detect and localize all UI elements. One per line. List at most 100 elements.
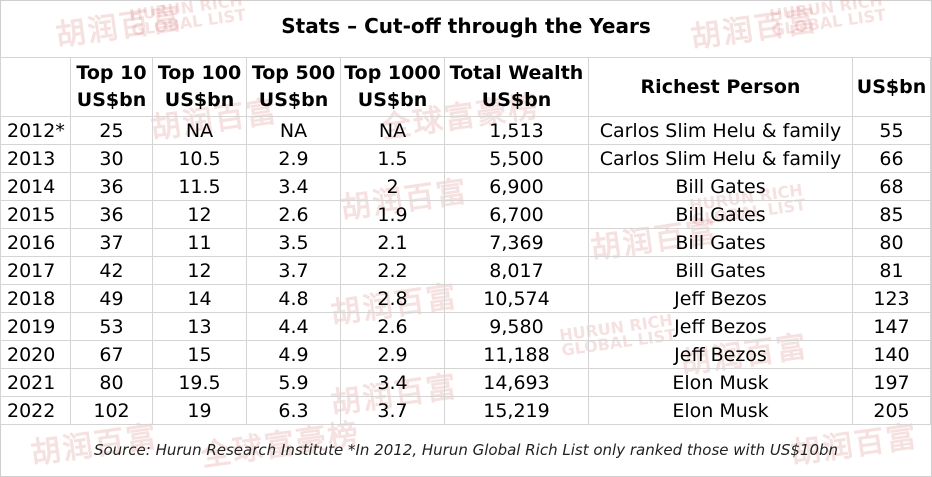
- top1000-cell: 2.9: [340, 340, 445, 369]
- total-wealth-cell: 15,219: [444, 396, 589, 425]
- top100-cell: 12: [152, 256, 247, 285]
- richest-wealth-cell: 85: [852, 200, 931, 229]
- year-cell: 2016: [0, 228, 71, 257]
- richest-person-cell: Bill Gates: [588, 228, 853, 257]
- year-cell: 2018: [0, 284, 71, 313]
- top1000-header: Top 1000 US$bn: [340, 57, 445, 117]
- table-row: 2020 67 15 4.9 2.9 11,188 Jeff Bezos 140: [0, 340, 931, 369]
- richest-wealth-cell: 197: [852, 368, 931, 397]
- top1000-cell: 3.7: [340, 396, 445, 425]
- table-row: 2019 53 13 4.4 2.6 9,580 Jeff Bezos 147: [0, 312, 931, 341]
- top100-header: Top 100 US$bn: [152, 57, 247, 117]
- total-wealth-cell: 7,369: [444, 228, 589, 257]
- richest-person-cell: Bill Gates: [588, 200, 853, 229]
- top10-cell: 53: [70, 312, 153, 341]
- table-row: 2021 80 19.5 5.9 3.4 14,693 Elon Musk 197: [0, 368, 931, 397]
- top100-cell: 13: [152, 312, 247, 341]
- top1000-cell: 2.6: [340, 312, 445, 341]
- richest-person-cell: Elon Musk: [588, 396, 853, 425]
- top500-cell: 4.9: [246, 340, 341, 369]
- top1000-cell: NA: [340, 116, 445, 145]
- stats-table: Top 10 US$bn Top 100 US$bn Top 500 US$bn To…: [0, 57, 931, 425]
- top10-cell: 36: [70, 172, 153, 201]
- year-cell: 2015: [0, 200, 71, 229]
- top100-cell: 14: [152, 284, 247, 313]
- top10-header: Top 10 US$bn: [70, 57, 153, 117]
- top1000-cell: 3.4: [340, 368, 445, 397]
- total-wealth-cell: 11,188: [444, 340, 589, 369]
- year-cell: 2020: [0, 340, 71, 369]
- top100-cell: 11.5: [152, 172, 247, 201]
- total-wealth-cell: 10,574: [444, 284, 589, 313]
- top10-cell: 36: [70, 200, 153, 229]
- table-row: 2015 36 12 2.6 1.9 6,700 Bill Gates 85: [0, 200, 931, 229]
- top100-cell: 15: [152, 340, 247, 369]
- richest-person-cell: Carlos Slim Helu & family: [588, 116, 853, 145]
- richest-wealth-header: US$bn: [852, 57, 931, 117]
- top10-cell: 30: [70, 144, 153, 173]
- top10-cell: 49: [70, 284, 153, 313]
- top1000-cell: 1.5: [340, 144, 445, 173]
- top500-header: Top 500 US$bn: [246, 57, 341, 117]
- total-wealth-cell: 5,500: [444, 144, 589, 173]
- year-cell: 2013: [0, 144, 71, 173]
- top1000-cell: 1.9: [340, 200, 445, 229]
- richest-person-cell: Jeff Bezos: [588, 312, 853, 341]
- table-row: 2014 36 11.5 3.4 2 6,900 Bill Gates 68: [0, 172, 931, 201]
- total-wealth-cell: 6,700: [444, 200, 589, 229]
- year-cell: 2022: [0, 396, 71, 425]
- richest-wealth-cell: 147: [852, 312, 931, 341]
- top100-cell: 10.5: [152, 144, 247, 173]
- richest-person-cell: Jeff Bezos: [588, 340, 853, 369]
- top500-cell: 3.4: [246, 172, 341, 201]
- top100-cell: NA: [152, 116, 247, 145]
- richest-wealth-cell: 66: [852, 144, 931, 173]
- top1000-cell: 2.2: [340, 256, 445, 285]
- top500-cell: NA: [246, 116, 341, 145]
- table-header-row: Top 10 US$bn Top 100 US$bn Top 500 US$bn To…: [0, 57, 931, 117]
- top500-cell: 3.5: [246, 228, 341, 257]
- richest-wealth-cell: 123: [852, 284, 931, 313]
- page-title: Stats – Cut-off through the Years: [281, 14, 651, 38]
- top100-cell: 11: [152, 228, 247, 257]
- richest-person-cell: Elon Musk: [588, 368, 853, 397]
- richest-wealth-cell: 80: [852, 228, 931, 257]
- top500-cell: 3.7: [246, 256, 341, 285]
- top10-cell: 42: [70, 256, 153, 285]
- top1000-cell: 2: [340, 172, 445, 201]
- top100-cell: 12: [152, 200, 247, 229]
- richest-wealth-cell: 68: [852, 172, 931, 201]
- richest-wealth-cell: 81: [852, 256, 931, 285]
- richest-person-cell: Bill Gates: [588, 172, 853, 201]
- top500-cell: 4.4: [246, 312, 341, 341]
- top100-cell: 19: [152, 396, 247, 425]
- richest-wealth-cell: 140: [852, 340, 931, 369]
- top500-cell: 5.9: [246, 368, 341, 397]
- top10-cell: 80: [70, 368, 153, 397]
- top10-cell: 25: [70, 116, 153, 145]
- richest-person-cell: Bill Gates: [588, 256, 853, 285]
- table-row: 2018 49 14 4.8 2.8 10,574 Jeff Bezos 123: [0, 284, 931, 313]
- table-row: 2012* 25 NA NA NA 1,513 Carlos Slim Helu & fam…: [0, 116, 931, 145]
- top500-cell: 4.8: [246, 284, 341, 313]
- top10-cell: 37: [70, 228, 153, 257]
- year-cell: 2017: [0, 256, 71, 285]
- table-row: 2016 37 11 3.5 2.1 7,369 Bill Gates 80: [0, 228, 931, 257]
- richest-person-cell: Carlos Slim Helu & family: [588, 144, 853, 173]
- top100-cell: 19.5: [152, 368, 247, 397]
- table-row: 2022 102 19 6.3 3.7 15,219 Elon Musk 205: [0, 396, 931, 425]
- table-row: 2013 30 10.5 2.9 1.5 5,500 Carlos Slim Helu & …: [0, 144, 931, 173]
- richest-person-header: Richest Person: [588, 57, 853, 117]
- top1000-cell: 2.1: [340, 228, 445, 257]
- top10-cell: 102: [70, 396, 153, 425]
- richest-person-cell: Jeff Bezos: [588, 284, 853, 313]
- top500-cell: 2.6: [246, 200, 341, 229]
- year-cell: 2014: [0, 172, 71, 201]
- top500-cell: 2.9: [246, 144, 341, 173]
- year-cell: 2019: [0, 312, 71, 341]
- total-wealth-cell: 14,693: [444, 368, 589, 397]
- total-wealth-cell: 6,900: [444, 172, 589, 201]
- source-note: Source: Hurun Research Institute *In 201…: [93, 441, 839, 459]
- top500-cell: 6.3: [246, 396, 341, 425]
- total-wealth-cell: 1,513: [444, 116, 589, 145]
